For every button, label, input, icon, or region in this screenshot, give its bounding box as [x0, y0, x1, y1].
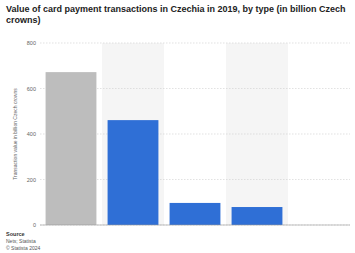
tick-label: 0 — [33, 222, 36, 228]
chart: 0 200 400 600 800 Transaction value in billio… — [0, 0, 355, 253]
tick-label: 800 — [27, 40, 36, 46]
bars — [46, 72, 283, 225]
x-axis — [40, 225, 350, 226]
stripe — [102, 43, 164, 225]
source-detail: Nets; Statista — [6, 238, 36, 244]
bar — [46, 72, 97, 225]
axis-label: Transaction value in billion Czech crown… — [12, 88, 18, 180]
bar — [108, 120, 159, 225]
tick-label: 200 — [27, 177, 36, 183]
bar — [170, 203, 221, 225]
grid-line — [40, 43, 350, 44]
tick-label: 600 — [27, 86, 36, 92]
copyright: © Statista 2024 — [6, 245, 40, 251]
source: Source — [6, 231, 25, 237]
bar — [232, 207, 283, 225]
tick-label: 400 — [27, 131, 36, 137]
title: Value of card payment transactions in Cz… — [6, 4, 346, 26]
